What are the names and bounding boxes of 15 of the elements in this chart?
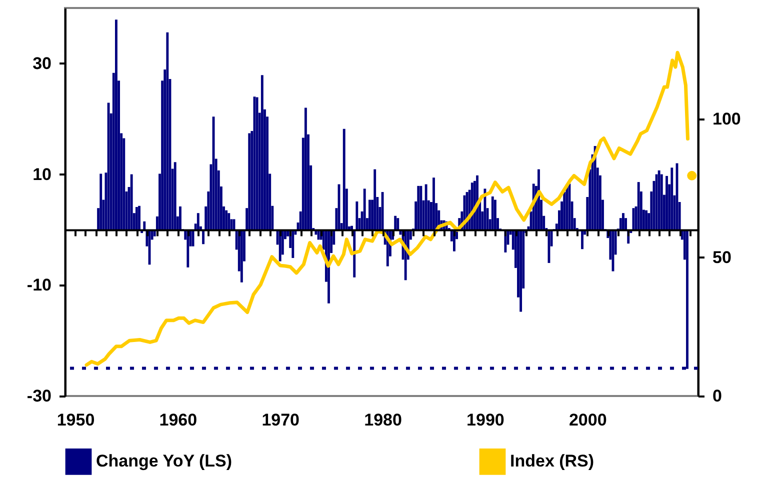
y-tick-label: 30	[32, 54, 52, 73]
y-tick-label: -10	[26, 276, 52, 295]
y2-tick-label: 0	[712, 386, 722, 406]
x-tick-label: 1970	[262, 410, 300, 430]
y2-tick-label: 100	[712, 109, 741, 128]
y-tick-label: 10	[32, 164, 52, 184]
x-tick-label: 1980	[364, 410, 402, 430]
legend-label: Change YoY (LS)	[96, 452, 232, 471]
x-tick-label: 2000	[568, 410, 607, 430]
y-tick-label: -30	[26, 386, 52, 406]
y2-tick-label: 50	[712, 248, 732, 267]
x-tick-label: 1950	[56, 410, 95, 430]
x-tick-label: 1990	[466, 410, 504, 430]
legend-label: Index (RS)	[510, 452, 594, 471]
x-tick-label: 1960	[159, 410, 198, 430]
